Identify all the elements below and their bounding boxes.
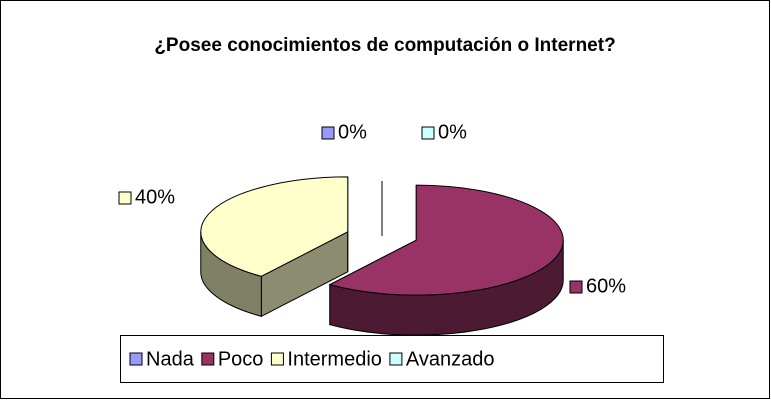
label-swatch [569, 280, 583, 294]
label-swatch [421, 126, 435, 140]
chart-title: ¿Posee conocimientos de computación o In… [154, 35, 616, 56]
legend-label: Poco [218, 348, 264, 370]
slice [200, 176, 349, 277]
data-label: 40% [135, 186, 175, 208]
legend-swatch [389, 352, 403, 366]
data-label: 0% [338, 121, 367, 143]
title-box: ¿Posee conocimientos de computación o In… [154, 35, 616, 56]
legend-label: Intermedio [287, 348, 382, 370]
legend-label: Avanzado [406, 348, 495, 370]
label-swatch [321, 126, 335, 140]
legend-label: Nada [146, 348, 195, 370]
legend-swatch [129, 352, 143, 366]
label-swatch [118, 191, 132, 205]
legend-swatch [270, 352, 284, 366]
data-label: 0% [438, 121, 467, 143]
slice [328, 184, 564, 296]
legend-swatch [201, 352, 215, 366]
data-label: 60% [586, 275, 626, 297]
